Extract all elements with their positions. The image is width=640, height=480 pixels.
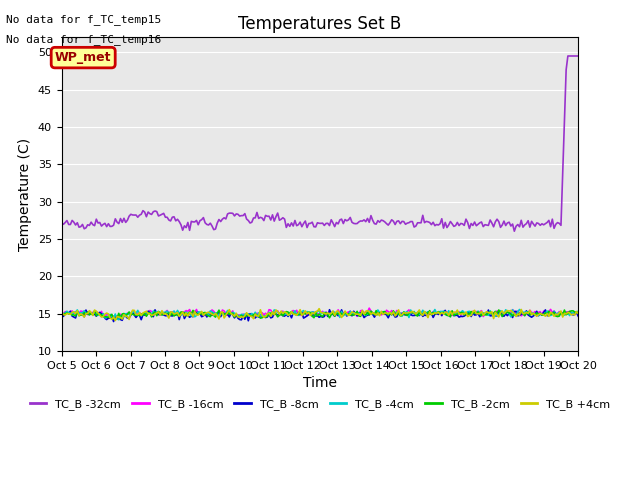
TC_B -4cm bbox=[60, 311, 67, 317]
TC_B -8cm bbox=[58, 311, 66, 316]
Text: No data for f_TC_temp16: No data for f_TC_temp16 bbox=[6, 34, 162, 45]
TC_B -32cm bbox=[528, 218, 536, 224]
TC_B -8cm bbox=[497, 309, 504, 315]
TC_B -16cm bbox=[60, 311, 67, 316]
TC_B -16cm bbox=[58, 311, 66, 317]
TC_B -4cm bbox=[529, 311, 537, 316]
TC_B +4cm bbox=[369, 310, 376, 316]
TC_B -8cm bbox=[367, 311, 375, 316]
TC_B -2cm bbox=[365, 312, 373, 318]
TC_B +4cm bbox=[497, 310, 504, 315]
TC_B -2cm bbox=[60, 312, 67, 317]
TC_B -2cm bbox=[111, 317, 119, 323]
TC_B -2cm bbox=[529, 311, 537, 317]
Title: Temperatures Set B: Temperatures Set B bbox=[238, 15, 402, 33]
TC_B -16cm bbox=[378, 312, 385, 318]
TC_B -8cm bbox=[574, 313, 582, 319]
TC_B -32cm bbox=[574, 53, 582, 59]
TC_B -16cm bbox=[369, 310, 376, 316]
TC_B +4cm bbox=[60, 312, 67, 317]
Line: TC_B -32cm: TC_B -32cm bbox=[62, 56, 578, 231]
TC_B -16cm bbox=[111, 315, 119, 321]
TC_B -4cm bbox=[365, 308, 373, 314]
TC_B -2cm bbox=[58, 311, 66, 317]
Text: WP_met: WP_met bbox=[55, 51, 111, 64]
X-axis label: Time: Time bbox=[303, 376, 337, 390]
TC_B -32cm bbox=[493, 216, 501, 222]
TC_B -2cm bbox=[497, 310, 504, 316]
TC_B -16cm bbox=[365, 305, 373, 311]
TC_B +4cm bbox=[316, 306, 323, 312]
TC_B -32cm bbox=[364, 216, 371, 221]
Line: TC_B -8cm: TC_B -8cm bbox=[62, 310, 578, 322]
TC_B -32cm bbox=[564, 53, 572, 59]
TC_B -4cm bbox=[376, 310, 383, 315]
Line: TC_B -16cm: TC_B -16cm bbox=[62, 308, 578, 318]
TC_B -4cm bbox=[516, 307, 524, 312]
TC_B -2cm bbox=[574, 310, 582, 316]
TC_B -16cm bbox=[367, 308, 375, 314]
Line: TC_B -2cm: TC_B -2cm bbox=[62, 310, 578, 320]
TC_B -16cm bbox=[574, 309, 582, 315]
TC_B -2cm bbox=[367, 308, 375, 314]
TC_B +4cm bbox=[529, 310, 537, 316]
Legend: TC_B -32cm, TC_B -16cm, TC_B -8cm, TC_B -4cm, TC_B -2cm, TC_B +4cm: TC_B -32cm, TC_B -16cm, TC_B -8cm, TC_B … bbox=[25, 395, 615, 414]
TC_B -32cm bbox=[511, 228, 518, 234]
Y-axis label: Temperature (C): Temperature (C) bbox=[19, 138, 33, 251]
TC_B -32cm bbox=[60, 221, 67, 227]
TC_B -2cm bbox=[495, 307, 502, 313]
TC_B -16cm bbox=[529, 310, 537, 316]
TC_B +4cm bbox=[574, 311, 582, 316]
TC_B +4cm bbox=[111, 318, 119, 324]
TC_B -4cm bbox=[115, 317, 123, 323]
TC_B -4cm bbox=[58, 310, 66, 315]
Line: TC_B +4cm: TC_B +4cm bbox=[62, 309, 578, 321]
TC_B +4cm bbox=[378, 309, 385, 314]
TC_B -2cm bbox=[376, 310, 383, 316]
TC_B +4cm bbox=[58, 309, 66, 315]
TC_B +4cm bbox=[367, 312, 375, 317]
TC_B -8cm bbox=[60, 313, 67, 319]
TC_B -32cm bbox=[58, 220, 66, 226]
Text: No data for f_TC_temp15: No data for f_TC_temp15 bbox=[6, 14, 162, 25]
TC_B -8cm bbox=[529, 313, 537, 319]
TC_B -16cm bbox=[497, 310, 504, 315]
TC_B -4cm bbox=[574, 308, 582, 314]
TC_B -32cm bbox=[365, 219, 373, 225]
TC_B -4cm bbox=[367, 309, 375, 315]
TC_B -8cm bbox=[326, 307, 333, 312]
TC_B -8cm bbox=[369, 312, 376, 317]
TC_B -32cm bbox=[374, 218, 381, 224]
TC_B -8cm bbox=[378, 310, 385, 315]
TC_B -8cm bbox=[109, 319, 117, 324]
TC_B -4cm bbox=[495, 312, 502, 318]
Line: TC_B -4cm: TC_B -4cm bbox=[62, 310, 578, 320]
